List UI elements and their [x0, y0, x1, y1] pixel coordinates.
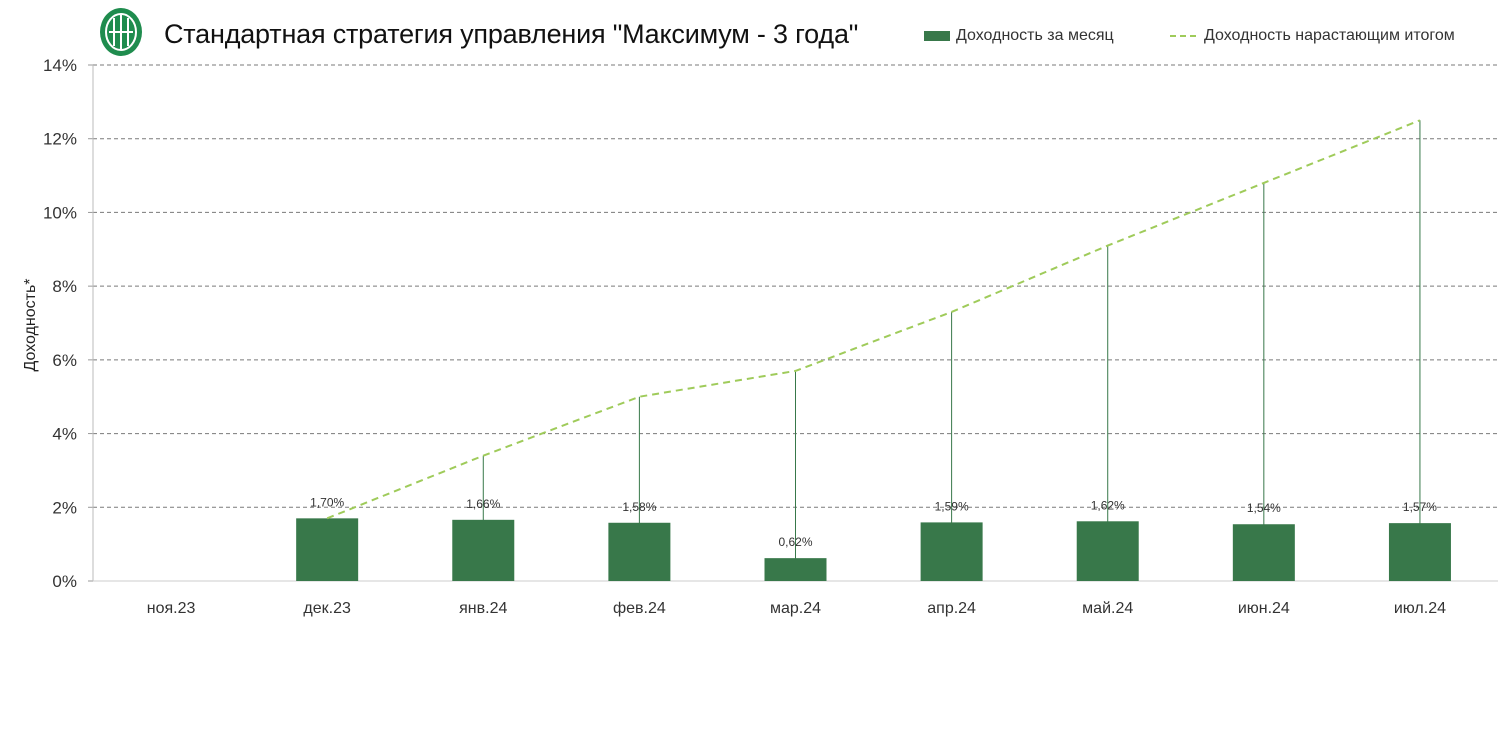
x-tick-label: июн.24	[1238, 600, 1290, 617]
bar-data-label: 1,70%	[310, 495, 344, 509]
y-tick-label: 8%	[52, 277, 77, 296]
cumulative-series-line	[326, 119, 1421, 520]
y-axis-label: Доходность*	[22, 278, 39, 371]
bar	[296, 518, 359, 581]
y-tick-label: 6%	[52, 351, 77, 370]
x-axis-ticks: ноя.23 дек.23 янв.24 фев.24 мар.24 апр.24 май.…	[147, 600, 1446, 617]
bar	[764, 558, 827, 581]
bar	[608, 522, 671, 581]
legend-label-monthly: Доходность за месяц	[956, 27, 1114, 44]
bar-data-label: 1,57%	[1403, 500, 1437, 514]
legend-label-cumulative: Доходность нарастающим итогом	[1204, 27, 1455, 44]
bar-data-label: 1,62%	[1091, 498, 1125, 512]
bar	[452, 519, 515, 581]
bars	[296, 518, 1451, 581]
y-tick-label: 2%	[52, 498, 77, 517]
chart-header: Стандартная стратегия управления "Максим…	[0, 0, 1510, 70]
y-axis-ticks: 0% 2% 4% 6% 8% 10% 12% 14%	[43, 56, 93, 591]
x-tick-label: ноя.23	[147, 600, 196, 617]
logo-icon	[100, 8, 142, 56]
bar	[1388, 523, 1451, 581]
x-tick-label: июл.24	[1394, 600, 1446, 617]
legend-swatch-bar	[924, 31, 950, 41]
chart-title: Стандартная стратегия управления "Максим…	[164, 19, 859, 49]
bar	[1076, 521, 1139, 581]
x-tick-label: фев.24	[613, 600, 666, 617]
cumulative-line	[326, 119, 1421, 520]
y-tick-label: 12%	[43, 130, 77, 149]
legend-item-cumulative: Доходность нарастающим итогом	[1170, 27, 1455, 45]
bar	[1232, 524, 1295, 581]
y-tick-label: 10%	[43, 203, 77, 222]
x-tick-label: май.24	[1082, 600, 1133, 617]
x-tick-label: дек.23	[303, 600, 351, 617]
bar-data-label: 0,62%	[778, 535, 812, 549]
y-tick-label: 0%	[52, 572, 77, 591]
legend-swatch-line	[1170, 35, 1196, 37]
bar	[920, 522, 983, 581]
x-tick-label: апр.24	[927, 600, 976, 617]
x-tick-label: янв.24	[459, 600, 507, 617]
bar-data-label: 1,66%	[466, 497, 500, 511]
bar-data-label: 1,58%	[622, 500, 656, 514]
y-tick-label: 14%	[43, 56, 77, 75]
x-tick-label: мар.24	[770, 600, 821, 617]
bar-data-label: 1,54%	[1247, 501, 1281, 515]
y-tick-label: 4%	[52, 425, 77, 444]
data-labels: 1,70% 1,66% 1,58% 0,62% 1,59% 1,62% 1,54% 1,57%	[310, 495, 1437, 549]
bar-data-label: 1,59%	[935, 499, 969, 513]
legend-item-monthly: Доходность за месяц	[924, 27, 1114, 45]
